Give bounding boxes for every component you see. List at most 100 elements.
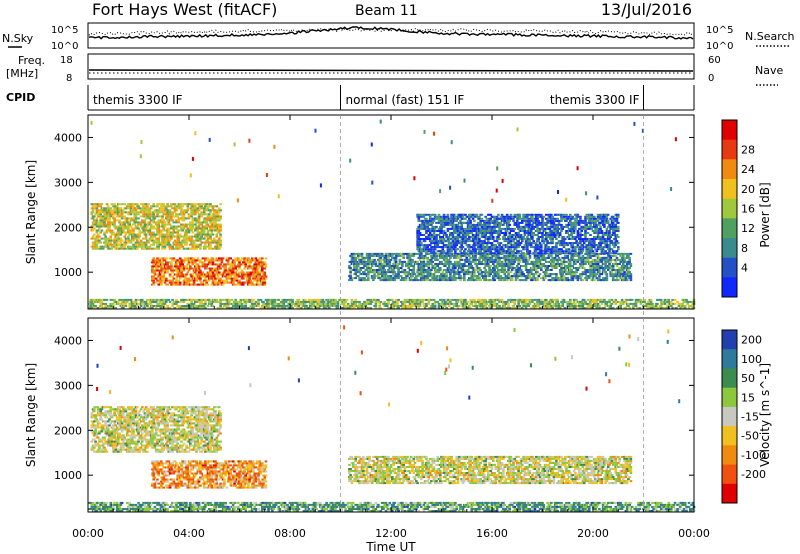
heatmap-cell bbox=[503, 269, 506, 271]
heatmap-cell bbox=[670, 302, 673, 305]
heatmap-cell bbox=[550, 305, 553, 307]
heatmap-cell bbox=[219, 227, 222, 230]
heatmap-cell bbox=[194, 219, 197, 222]
heatmap-cell bbox=[474, 263, 477, 265]
heatmap-cell bbox=[498, 298, 501, 301]
heatmap-cell bbox=[603, 307, 606, 309]
heatmap-cell bbox=[130, 211, 134, 214]
heatmap-cell bbox=[166, 269, 169, 272]
heatmap-cell bbox=[562, 267, 566, 269]
heatmap-cell bbox=[163, 267, 167, 270]
heatmap-cell bbox=[426, 258, 429, 261]
heatmap-cell bbox=[497, 269, 500, 271]
heatmap-cell bbox=[566, 265, 570, 267]
heatmap-cell bbox=[259, 261, 263, 264]
heatmap-cell bbox=[259, 277, 263, 280]
heatmap-cell bbox=[570, 302, 573, 305]
heatmap-cell bbox=[514, 279, 518, 282]
heatmap-cell bbox=[528, 300, 532, 303]
heatmap-cell bbox=[356, 275, 360, 278]
heatmap-cell bbox=[146, 225, 149, 228]
heatmap-cell bbox=[158, 233, 162, 236]
heatmap-cell bbox=[471, 298, 475, 301]
heatmap-cell bbox=[531, 277, 534, 280]
heatmap-cell bbox=[603, 298, 606, 301]
heatmap-cell bbox=[168, 243, 172, 246]
heatmap-cell bbox=[394, 263, 398, 265]
heatmap-cell bbox=[149, 243, 153, 246]
heatmap-cell bbox=[129, 213, 133, 216]
heatmap-cell bbox=[526, 302, 529, 305]
heatmap-cell bbox=[201, 275, 205, 278]
heatmap-cell bbox=[513, 298, 517, 301]
heatmap-cell bbox=[585, 269, 588, 271]
heatmap-cell bbox=[235, 283, 239, 286]
nsky-panel bbox=[87, 22, 695, 49]
heatmap-cell bbox=[225, 307, 229, 309]
heatmap-cell bbox=[387, 277, 390, 280]
heatmap-cell bbox=[581, 307, 585, 309]
heatmap-cell bbox=[209, 203, 212, 206]
heatmap-cell bbox=[170, 205, 173, 208]
heatmap-cell bbox=[412, 269, 416, 271]
heatmap-cell bbox=[440, 298, 443, 301]
heatmap-cell bbox=[451, 254, 455, 257]
heatmap-cell bbox=[210, 231, 214, 234]
heatmap-cell bbox=[380, 277, 384, 280]
heatmap-cell bbox=[128, 221, 131, 224]
heatmap-cell bbox=[469, 307, 472, 309]
heatmap-cell bbox=[589, 275, 592, 278]
heatmap-cell bbox=[591, 277, 595, 280]
heatmap-cell bbox=[598, 271, 601, 274]
heatmap-cell bbox=[267, 298, 270, 301]
heatmap-cell bbox=[161, 215, 164, 218]
heatmap-cell bbox=[542, 263, 546, 265]
heatmap-cell bbox=[206, 283, 210, 286]
heatmap-cell bbox=[109, 237, 113, 240]
heatmap-cell bbox=[199, 307, 202, 309]
heatmap-cell bbox=[279, 305, 283, 307]
heatmap-cell bbox=[394, 256, 398, 259]
heatmap-cell bbox=[367, 258, 370, 261]
heatmap-cell bbox=[186, 271, 190, 274]
heatmap-cell bbox=[161, 247, 164, 250]
heatmap-cell bbox=[281, 307, 284, 309]
heatmap-cell bbox=[224, 265, 227, 268]
heatmap-cell bbox=[132, 209, 135, 212]
heatmap-cell bbox=[581, 260, 585, 263]
heatmap-cell bbox=[162, 275, 166, 278]
heatmap-cell bbox=[110, 247, 114, 250]
heatmap-cell bbox=[677, 305, 681, 307]
heatmap-cell bbox=[110, 229, 114, 232]
heatmap-cell bbox=[238, 279, 241, 282]
heatmap-cell bbox=[397, 275, 400, 278]
heatmap-cell bbox=[500, 265, 504, 267]
heatmap-cell bbox=[387, 256, 390, 259]
heatmap-cell bbox=[230, 277, 234, 280]
heatmap-cell bbox=[189, 265, 192, 268]
heatmap-cell bbox=[141, 245, 144, 248]
heatmap-cell bbox=[248, 281, 251, 284]
heatmap-cell bbox=[500, 263, 504, 265]
heatmap-cell bbox=[610, 273, 614, 276]
heatmap-cell bbox=[113, 225, 116, 228]
heatmap-cell bbox=[156, 269, 159, 272]
heatmap-cell bbox=[205, 225, 208, 228]
heatmap-cell bbox=[93, 219, 96, 222]
heatmap-cell bbox=[354, 298, 357, 301]
heatmap-cell bbox=[521, 271, 524, 274]
heatmap-cell bbox=[210, 229, 214, 232]
heatmap-cell bbox=[577, 305, 581, 307]
heatmap-cell bbox=[360, 263, 364, 265]
heatmap-cell bbox=[605, 277, 609, 280]
heatmap-cell bbox=[166, 305, 169, 307]
heatmap-cell bbox=[421, 254, 424, 257]
heatmap-cell bbox=[561, 273, 564, 276]
heatmap-cell bbox=[441, 256, 445, 259]
heatmap-cell bbox=[129, 239, 133, 242]
heatmap-cell bbox=[411, 260, 414, 263]
heatmap-cell bbox=[417, 269, 421, 271]
heatmap-cell bbox=[433, 265, 437, 267]
heatmap-cell bbox=[591, 258, 595, 261]
heatmap-cell bbox=[526, 298, 529, 301]
